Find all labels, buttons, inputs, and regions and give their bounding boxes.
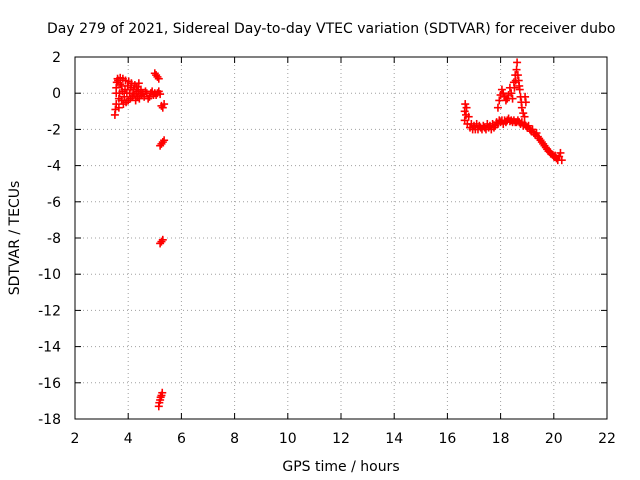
data-point [489,123,498,132]
y-tick-label: -16 [38,376,61,392]
data-point [521,98,530,107]
data-point [519,109,528,118]
data-point [114,103,123,112]
data-point [517,103,526,112]
data-point [157,237,166,246]
y-tick-label: -14 [38,340,61,356]
data-point [460,107,469,116]
scatter-points [110,58,566,411]
y-tick-label: -2 [47,122,61,138]
data-point [556,148,565,157]
data-point [493,103,502,112]
x-tick-label: 14 [385,431,403,447]
y-tick-label: 2 [52,50,61,66]
data-point [520,112,529,121]
data-point [512,65,521,74]
x-tick-label: 10 [279,431,297,447]
grid [75,57,607,419]
chart-title: Day 279 of 2021, Sidereal Day-to-day VTE… [47,21,615,37]
y-tick-label: 0 [52,86,61,102]
data-point [497,85,506,94]
data-point [126,94,135,103]
x-tick-label: 16 [438,431,456,447]
x-tick-label: 6 [177,431,186,447]
data-point [528,125,537,134]
data-point [515,85,524,94]
data-point [507,89,516,98]
data-point [153,72,162,81]
data-point [144,94,153,103]
y-axis: 2 0 -2 -4 -6 -8 -10 -12 -14 -16 -18 [38,50,607,428]
x-axis-label: GPS time / hours [282,459,399,475]
data-point [462,103,471,112]
y-tick-label: -8 [47,231,61,247]
data-point [524,121,533,130]
data-point [158,235,167,244]
data-point [557,156,566,165]
data-point [160,100,169,109]
data-point [131,96,140,105]
data-point [464,112,473,121]
y-tick-label: -10 [38,267,61,283]
data-point [145,92,154,101]
data-point [158,103,167,112]
data-point [532,129,541,138]
x-tick-label: 20 [545,431,563,447]
data-point [461,100,470,109]
x-tick-label: 18 [492,431,510,447]
x-tick-label: 2 [71,431,80,447]
data-point [499,89,508,98]
y-tick-label: -12 [38,303,61,319]
data-point [130,81,139,90]
x-tick-label: 8 [230,431,239,447]
data-point [513,58,522,67]
data-point [154,74,163,83]
data-point [508,94,517,103]
y-axis-label: SDTVAR / TECUs [7,181,23,296]
data-point [156,90,165,99]
x-tick-label: 12 [332,431,350,447]
data-point [160,136,169,145]
data-point [510,83,519,92]
data-point [158,388,167,397]
x-tick-label: 4 [124,431,133,447]
data-point [134,79,143,88]
x-tick-label: 22 [598,431,616,447]
y-tick-label: -6 [47,195,61,211]
y-tick-label: -18 [38,412,61,428]
y-tick-label: -4 [47,159,61,175]
data-point [501,96,510,105]
x-axis: 2 4 6 8 10 12 14 16 18 20 22 [71,57,616,447]
data-point [158,138,167,147]
